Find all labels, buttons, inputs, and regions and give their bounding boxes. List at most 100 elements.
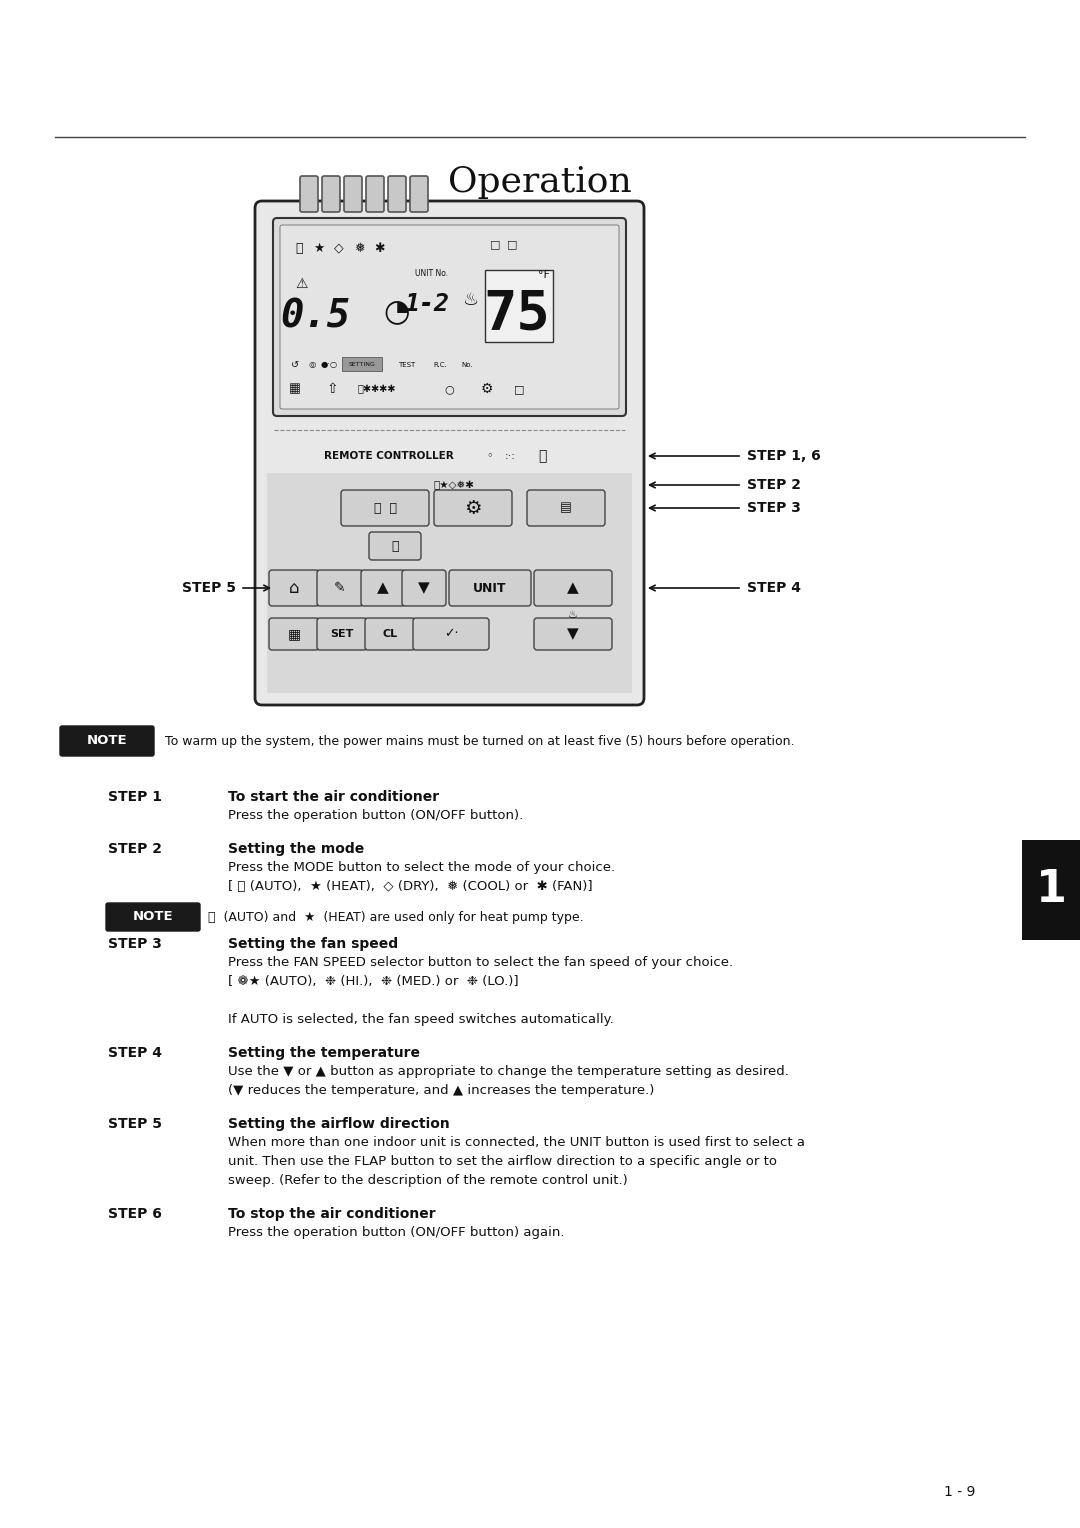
Text: ⏰: ⏰	[391, 539, 399, 553]
FancyBboxPatch shape	[269, 570, 319, 607]
FancyBboxPatch shape	[341, 490, 429, 526]
Text: ❅: ❅	[354, 241, 364, 255]
Text: Use the ▼ or ▲ button as appropriate to change the temperature setting as desire: Use the ▼ or ▲ button as appropriate to …	[228, 1065, 788, 1077]
Text: To stop the air conditioner: To stop the air conditioner	[228, 1207, 435, 1221]
FancyBboxPatch shape	[361, 570, 405, 607]
Text: STEP 3: STEP 3	[747, 501, 801, 515]
Text: REMOTE CONTROLLER: REMOTE CONTROLLER	[324, 451, 454, 461]
FancyBboxPatch shape	[273, 219, 626, 416]
Bar	[342, 358, 382, 371]
FancyBboxPatch shape	[434, 490, 512, 526]
Text: No.: No.	[461, 362, 473, 368]
Text: TEST: TEST	[399, 362, 416, 368]
Text: STEP 1, 6: STEP 1, 6	[747, 449, 821, 463]
Text: When more than one indoor unit is connected, the UNIT button is used first to se: When more than one indoor unit is connec…	[228, 1135, 805, 1149]
FancyBboxPatch shape	[534, 617, 612, 649]
Text: ●·○: ●·○	[321, 361, 338, 370]
Text: ✎: ✎	[334, 581, 346, 594]
FancyBboxPatch shape	[365, 617, 415, 649]
Text: ▦: ▦	[287, 626, 300, 642]
Text: Ⓐ✱✱✱✱: Ⓐ✱✱✱✱	[357, 384, 396, 394]
Text: Press the FAN SPEED selector button to select the fan speed of your choice.: Press the FAN SPEED selector button to s…	[228, 957, 733, 969]
Text: STEP 5: STEP 5	[183, 581, 237, 594]
Text: NOTE: NOTE	[86, 735, 127, 747]
Text: ⇧: ⇧	[326, 382, 338, 396]
Text: Setting the mode: Setting the mode	[228, 842, 364, 856]
Text: Press the MODE button to select the mode of your choice.: Press the MODE button to select the mode…	[228, 860, 616, 874]
Bar	[485, 270, 553, 342]
FancyBboxPatch shape	[449, 570, 531, 607]
Text: ⏻  ⏻: ⏻ ⏻	[374, 501, 396, 515]
Text: sweep. (Refer to the description of the remote control unit.): sweep. (Refer to the description of the …	[228, 1174, 627, 1187]
FancyBboxPatch shape	[410, 176, 428, 212]
Text: ◎: ◎	[309, 361, 315, 370]
Text: STEP 1: STEP 1	[108, 790, 162, 804]
Text: ✱: ✱	[374, 241, 384, 255]
Text: ▲: ▲	[567, 581, 579, 596]
FancyBboxPatch shape	[534, 570, 612, 607]
Text: Setting the temperature: Setting the temperature	[228, 1047, 420, 1060]
Text: 1-2: 1-2	[405, 292, 449, 316]
Text: STEP 6: STEP 6	[108, 1207, 162, 1221]
Text: 0.5: 0.5	[280, 298, 350, 336]
Text: UNIT: UNIT	[473, 582, 507, 594]
Text: If AUTO is selected, the fan speed switches automatically.: If AUTO is selected, the fan speed switc…	[228, 1013, 613, 1025]
FancyBboxPatch shape	[322, 176, 340, 212]
Text: ♨: ♨	[462, 290, 478, 309]
FancyBboxPatch shape	[345, 176, 362, 212]
FancyBboxPatch shape	[318, 617, 367, 649]
Text: □: □	[489, 238, 500, 249]
Text: ▼: ▼	[567, 626, 579, 642]
FancyBboxPatch shape	[413, 617, 489, 649]
Text: □: □	[514, 384, 524, 394]
Text: ⌂: ⌂	[288, 579, 299, 597]
Text: ▤: ▤	[561, 501, 572, 515]
Text: unit. Then use the FLAP button to set the airflow direction to a specific angle : unit. Then use the FLAP button to set th…	[228, 1155, 777, 1167]
FancyBboxPatch shape	[60, 726, 154, 756]
Text: ◇: ◇	[334, 241, 343, 255]
Text: Press the operation button (ON/OFF button).: Press the operation button (ON/OFF butto…	[228, 808, 523, 822]
Text: NOTE: NOTE	[133, 911, 173, 923]
Text: ▲: ▲	[377, 581, 389, 596]
Text: ○: ○	[444, 384, 454, 394]
FancyBboxPatch shape	[106, 903, 200, 931]
Text: STEP 5: STEP 5	[108, 1117, 162, 1131]
Text: To warm up the system, the power mains must be turned on at least five (5) hours: To warm up the system, the power mains m…	[165, 735, 795, 747]
Text: Press the operation button (ON/OFF button) again.: Press the operation button (ON/OFF butto…	[228, 1225, 565, 1239]
Text: (▼ reduces the temperature, and ▲ increases the temperature.): (▼ reduces the temperature, and ▲ increa…	[228, 1083, 654, 1097]
Text: [ ❁★ (AUTO),  ❉ (HI.),  ❉ (MED.) or  ❉ (LO.)]: [ ❁★ (AUTO), ❉ (HI.), ❉ (MED.) or ❉ (LO.…	[228, 975, 518, 989]
FancyBboxPatch shape	[369, 532, 421, 559]
Text: ▼: ▼	[418, 581, 430, 596]
Text: 1 - 9: 1 - 9	[944, 1485, 975, 1499]
Text: STEP 4: STEP 4	[747, 581, 801, 594]
FancyBboxPatch shape	[366, 176, 384, 212]
Text: [ Ⓐ (AUTO),  ★ (HEAT),  ◇ (DRY),  ❅ (COOL) or  ✱ (FAN)]: [ Ⓐ (AUTO), ★ (HEAT), ◇ (DRY), ❅ (COOL) …	[228, 880, 593, 892]
FancyBboxPatch shape	[255, 202, 644, 704]
Text: ◔: ◔	[383, 298, 410, 327]
Text: □: □	[507, 238, 517, 249]
Text: Setting the fan speed: Setting the fan speed	[228, 937, 399, 950]
Text: °F: °F	[538, 270, 550, 280]
Text: 75: 75	[484, 287, 551, 341]
Bar	[267, 474, 632, 694]
Text: ⚠: ⚠	[296, 277, 308, 290]
Text: 1: 1	[1036, 868, 1067, 912]
Text: To start the air conditioner: To start the air conditioner	[228, 790, 440, 804]
Text: STEP 3: STEP 3	[108, 937, 162, 950]
Text: SETTING: SETTING	[349, 362, 376, 368]
Text: ↺: ↺	[291, 361, 299, 370]
Text: STEP 2: STEP 2	[108, 842, 162, 856]
Text: R.C.: R.C.	[433, 362, 447, 368]
Text: Ⓐ★◇❅✱: Ⓐ★◇❅✱	[433, 480, 474, 490]
Text: ▦: ▦	[289, 382, 301, 396]
Text: Ⓐ  (AUTO) and  ★  (HEAT) are used only for heat pump type.: Ⓐ (AUTO) and ★ (HEAT) are used only for …	[208, 911, 583, 923]
FancyBboxPatch shape	[388, 176, 406, 212]
Text: ⚙: ⚙	[464, 498, 482, 518]
FancyBboxPatch shape	[300, 176, 318, 212]
Text: UNIT No.: UNIT No.	[416, 269, 448, 278]
FancyBboxPatch shape	[280, 225, 619, 410]
Text: CL: CL	[382, 630, 397, 639]
Text: ⏻: ⏻	[538, 449, 546, 463]
Text: ★: ★	[313, 241, 325, 255]
Text: ⚙: ⚙	[481, 382, 494, 396]
